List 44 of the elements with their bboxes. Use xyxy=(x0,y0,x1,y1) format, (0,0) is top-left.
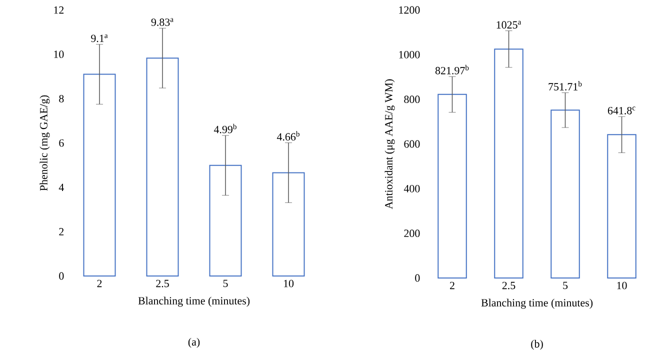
data-label: 821.97$^{b}$ xyxy=(435,64,469,74)
y-tick-label: 0 xyxy=(59,272,64,280)
y-tick-label: 6 xyxy=(59,139,64,147)
x-axis-title: Blanching time (minutes) xyxy=(481,298,593,309)
data-label: 641.8$^{c}$ xyxy=(608,106,636,114)
x-tick-label: 2 xyxy=(97,280,102,288)
data-label: 9.1$^{a}$ xyxy=(91,34,108,42)
x-tick-label: 2.5 xyxy=(502,282,516,290)
bar xyxy=(550,110,580,278)
y-tick-label: 1200 xyxy=(399,6,420,14)
y-axis-title: Phenolic (mg GAE/g) xyxy=(40,95,50,191)
x-axis-title: Blanching time (minutes) xyxy=(138,296,250,307)
y-tick-label: 4 xyxy=(58,184,64,191)
y-tick-label: 800 xyxy=(404,96,420,104)
y-tick-label: 0 xyxy=(415,274,420,282)
y-tick-label: 10 xyxy=(54,50,64,58)
x-tick-label: 2.5 xyxy=(156,280,169,288)
bar xyxy=(494,48,524,278)
bar xyxy=(146,58,179,276)
data-label: 751.71$^{b}$ xyxy=(548,81,582,90)
data-label: 1025$^{a}$ xyxy=(496,20,522,29)
bar xyxy=(272,172,305,276)
y-tick-label: 200 xyxy=(404,230,420,238)
bar xyxy=(607,134,636,278)
y-tick-label: 400 xyxy=(404,184,420,192)
text: (a) xyxy=(188,338,200,348)
bar xyxy=(209,164,242,276)
y-tick-label: 12 xyxy=(54,6,64,14)
y-tick-label: 1000 xyxy=(399,50,420,58)
data-label: 4.66$^{b}$ xyxy=(276,131,300,141)
x-tick-label: 10 xyxy=(617,282,627,290)
y-tick-label: 2 xyxy=(59,228,64,236)
data-label: 9.83$^{a}$ xyxy=(151,18,174,26)
x-tick-label: 5 xyxy=(223,280,228,288)
x-tick-label: 10 xyxy=(284,280,294,288)
y-tick-label: 600 xyxy=(404,140,420,148)
y-axis-title: Antioxidant (μg AAE/g WM) xyxy=(384,79,395,210)
x-tick-label: 5 xyxy=(563,282,568,290)
data-label: 4.99$^{b}$ xyxy=(214,124,236,134)
x-tick-label: 2 xyxy=(450,282,454,290)
bar xyxy=(438,94,467,278)
text: (b) xyxy=(531,340,543,350)
y-tick-label: 8 xyxy=(59,94,64,102)
bar xyxy=(83,74,116,276)
